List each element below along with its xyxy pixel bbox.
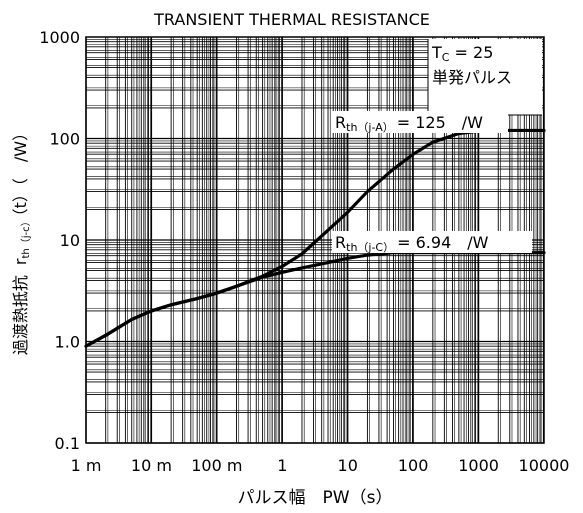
condition-single-pulse: 単発パルス — [432, 68, 512, 87]
chart-title: TRANSIENT THERMAL RESISTANCE — [153, 10, 430, 29]
x-tick-label: 10 — [338, 456, 358, 475]
y-tick-label: 1000 — [39, 28, 80, 47]
condition-temperature: TC = 25 — [431, 43, 493, 64]
x-tick-label: 100 m — [191, 456, 242, 475]
y-tick-label: 0.1 — [55, 434, 80, 453]
series-label-j-a: Rth（j-A） = 125 /W — [332, 111, 508, 134]
y-axis-label: 過渡熱抵抗rth（j-c）（t）（ /W） — [11, 125, 32, 355]
series-label-j-a-bg — [332, 111, 508, 133]
x-tick-label: 10000 — [519, 456, 570, 475]
y-tick-label: 1.0 — [55, 333, 80, 352]
x-tick-label: 100 — [398, 456, 429, 475]
x-tick-label: 10 m — [131, 456, 172, 475]
x-tick-label: 1000 — [458, 456, 499, 475]
x-axis-label: パルス幅 PW（s） — [238, 488, 393, 508]
plot-frame — [85, 36, 545, 444]
y-tick-label: 10 — [60, 231, 80, 250]
series-label-j-c-bg — [332, 231, 532, 253]
x-tick-label: 1 — [277, 456, 287, 475]
tick-labels: 1 m 10 m 100 m 1 10 100 1000 10000 0.1 1.0 10 100 10… — [39, 28, 569, 475]
series-label-j-a-text: Rth（j-A） = 125 /W — [335, 113, 483, 134]
y-tick-label: 100 — [49, 130, 80, 149]
series-label-j-c-text: Rth（j-C） = 6.94 /W — [335, 233, 489, 254]
x-tick-label: 1 m — [71, 456, 102, 475]
series-label-j-c: Rth（j-C） = 6.94 /W — [332, 231, 532, 254]
conditions-box: TC = 25 単発パルス — [427, 39, 542, 116]
conditions-box-bg — [428, 39, 542, 115]
